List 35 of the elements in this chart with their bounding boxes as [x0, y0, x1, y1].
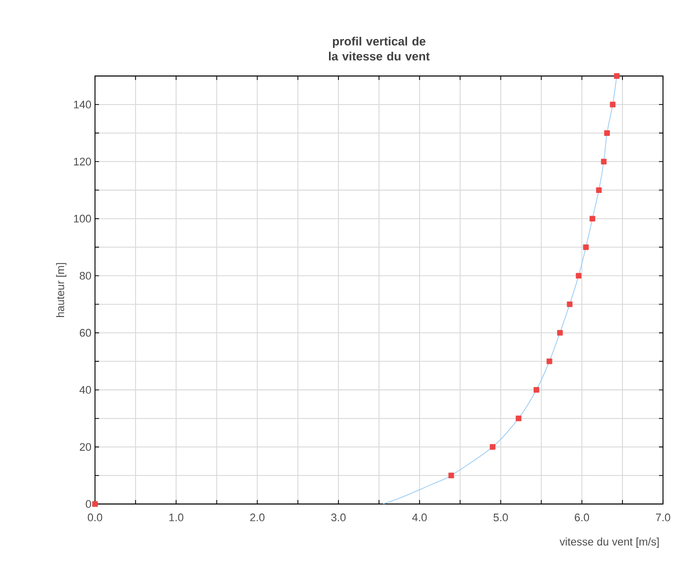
x-tick-label: 5.0 [494, 514, 508, 522]
point [546, 358, 552, 364]
point [490, 444, 496, 450]
point [610, 102, 616, 108]
point [600, 158, 607, 164]
point [92, 501, 98, 507]
y-tick-label: 80 [80, 272, 92, 280]
point [448, 472, 454, 478]
y-tick-label: 40 [80, 386, 92, 394]
y-tick-label: 60 [80, 328, 92, 337]
y-tick-label: 20 [80, 443, 92, 451]
point [583, 244, 589, 250]
x-tick-label: 6.0 [574, 514, 590, 522]
point [590, 216, 596, 222]
x-tick-label: 2.0 [250, 514, 264, 522]
point [604, 130, 610, 136]
y-tick-label: 100 [74, 214, 92, 223]
y-tick-label: 120 [74, 158, 92, 166]
x-tick-label: 1.0 [169, 514, 184, 522]
y-axis-title: hauteur [m] [56, 263, 66, 317]
y-tick-label: 140 [74, 100, 92, 108]
point [614, 73, 620, 79]
x-axis-title: vitesse du vent [m/s] [560, 538, 659, 548]
x-tick-label: 3.0 [331, 514, 346, 522]
point [566, 301, 572, 308]
x-tick-label: 7.0 [656, 514, 670, 522]
x-tick-label: 0.0 [88, 514, 102, 522]
point [576, 272, 582, 279]
point [596, 187, 602, 193]
x-tick-label: 4.0 [412, 514, 427, 522]
point [534, 387, 540, 393]
point [557, 330, 563, 336]
y-tick-label: 0 [86, 500, 92, 508]
point [516, 416, 522, 422]
chart-title: profil vertical de la vitesse du vent [329, 36, 430, 60]
